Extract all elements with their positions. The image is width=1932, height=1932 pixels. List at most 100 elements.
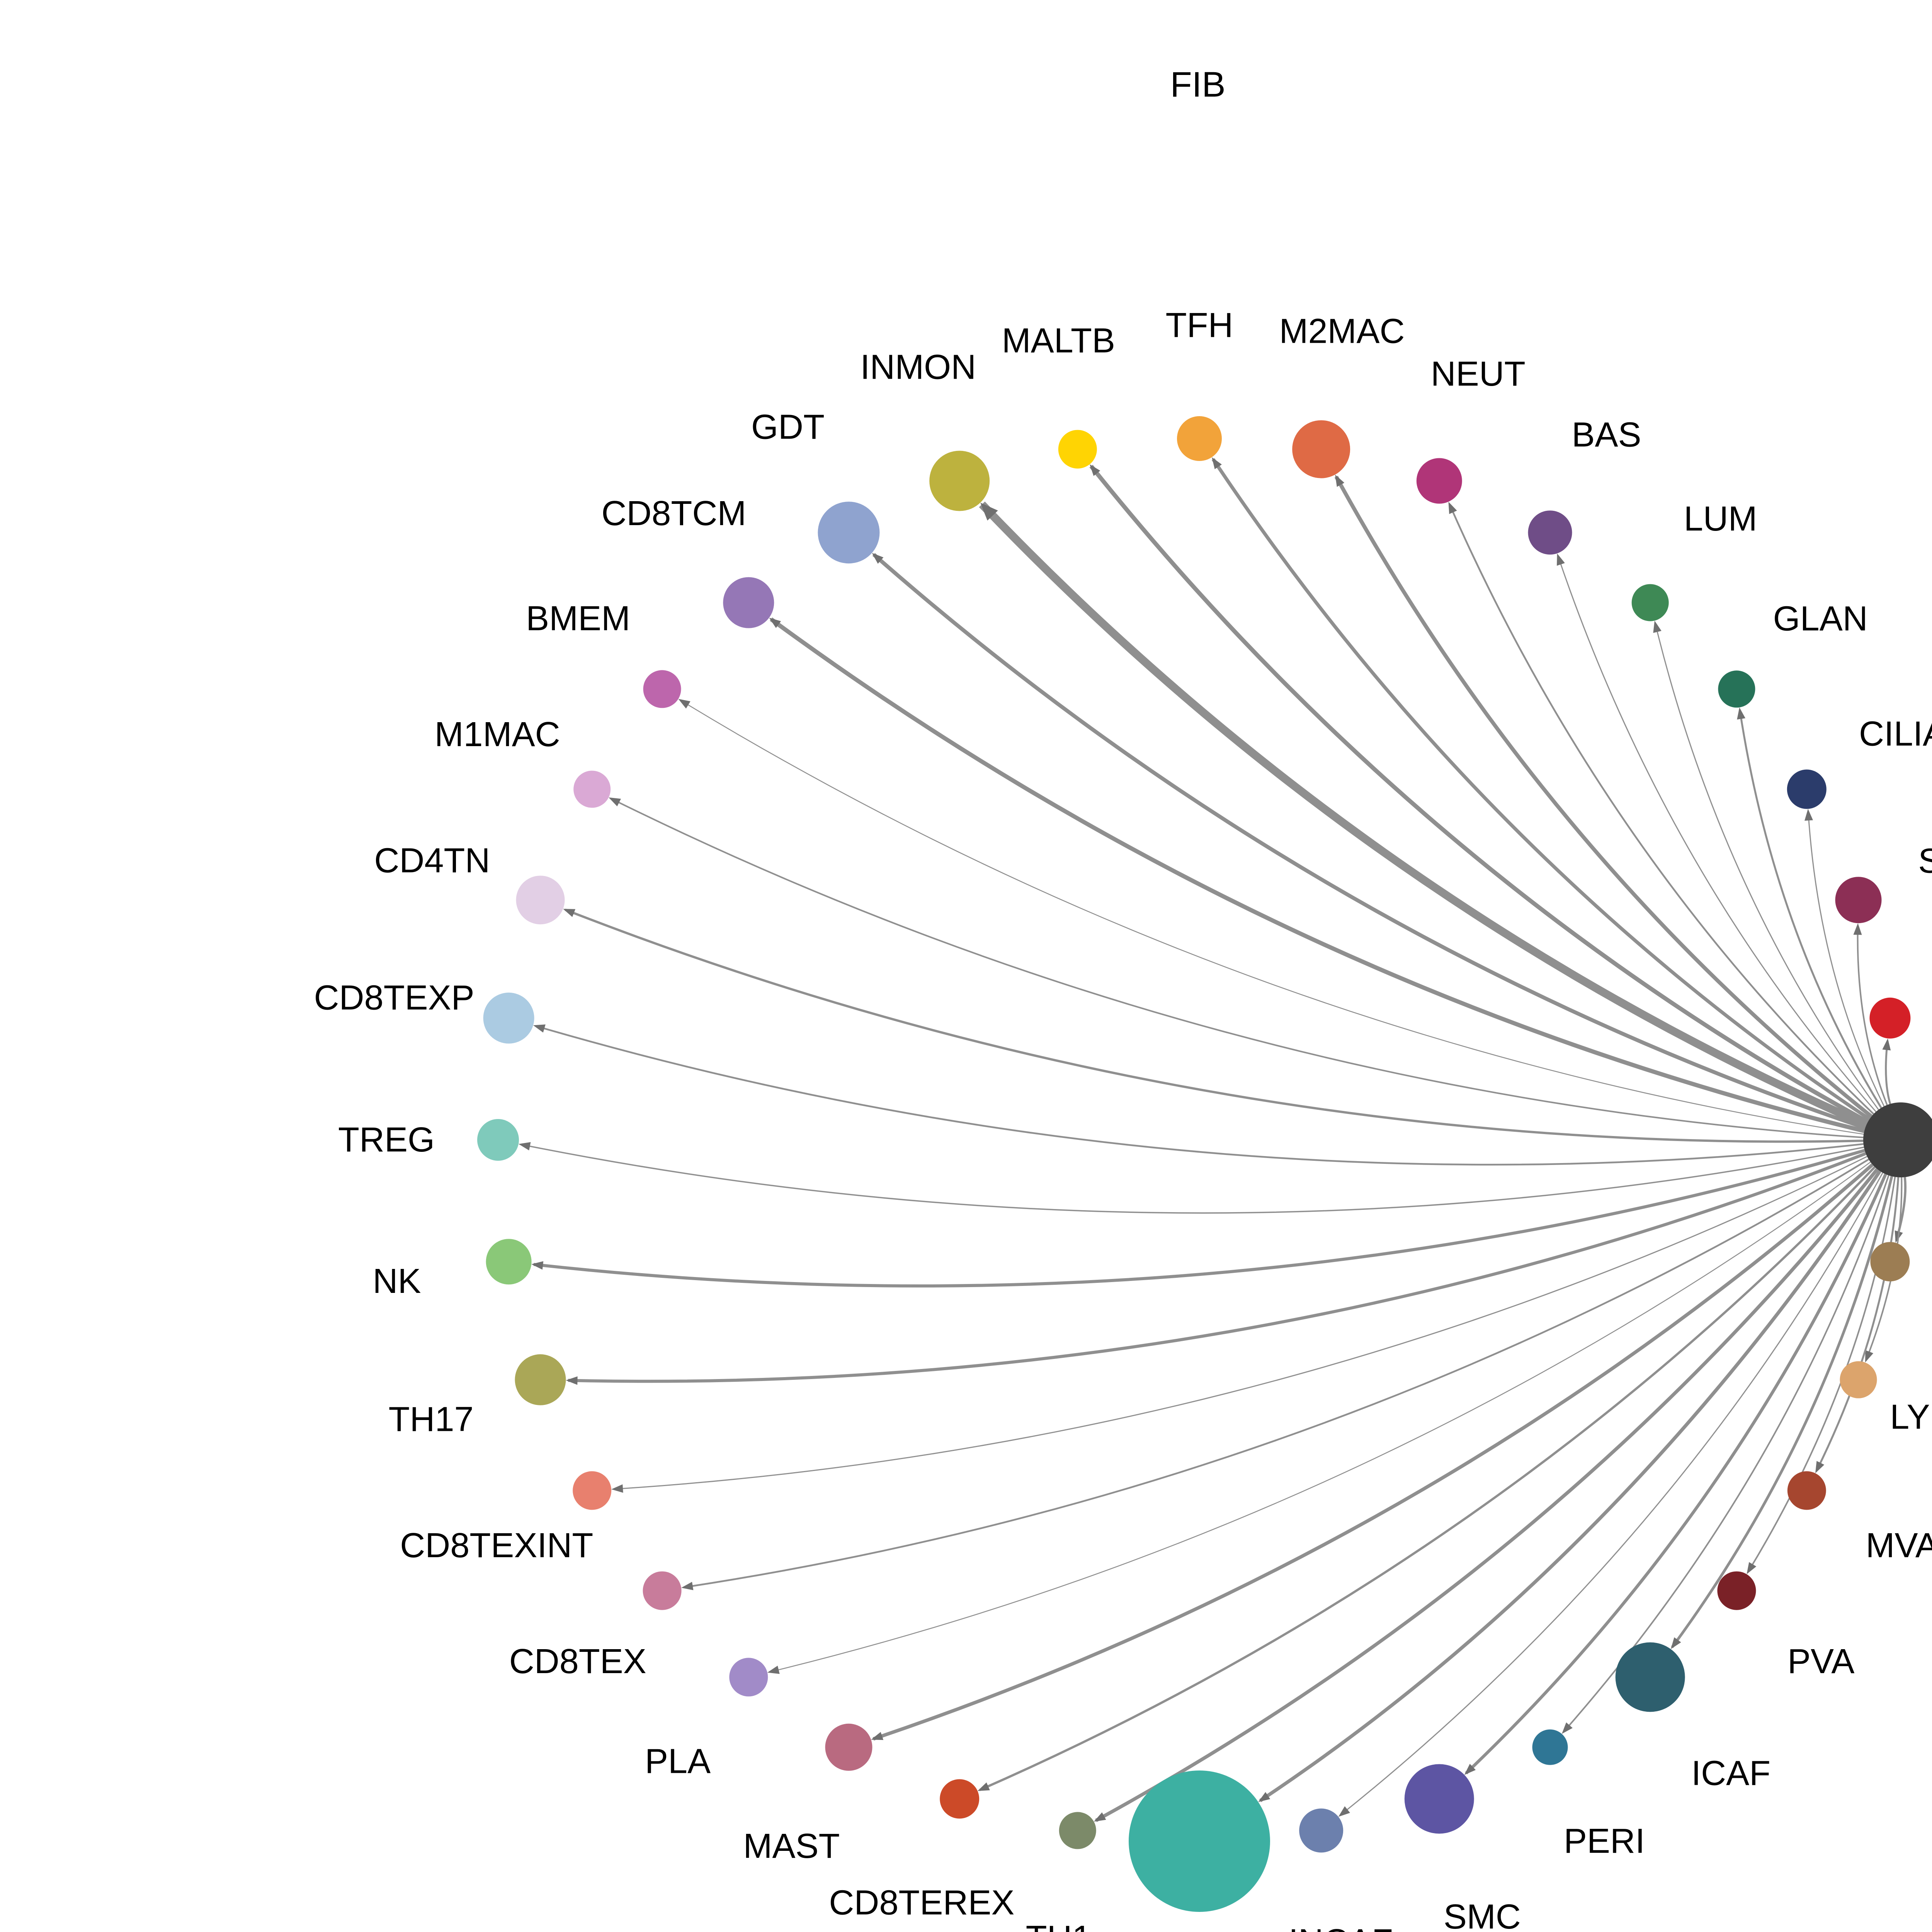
edge-FIB-CD8TEFF [1258,1170,1881,1802]
label-MALTB: MALTB [1002,321,1115,360]
label-INCAF: INCAF [1289,1922,1393,1932]
edge-FIB-PLA [767,1162,1871,1674]
edge-line-TFH [1211,458,1871,1121]
label-PVA: PVA [1787,1642,1854,1681]
node-CD8TEXINT [573,1471,612,1510]
label-INMON: INMON [860,348,976,386]
node-MAST [825,1723,872,1771]
edge-arrow-INMON [980,502,998,521]
label-MVA: MVA [1866,1526,1932,1565]
edge-line-CD8TEFF [1259,1170,1881,1802]
edge-line-CD8TCM [770,617,1865,1133]
edge-FIB-TREG [519,1142,1864,1214]
edge-line-CD8TEX [683,1158,1869,1588]
edge-FIB-CD8TEXINT [611,1156,1867,1493]
edge-FIB-NK [531,1149,1866,1288]
edge-FIB-TH1 [1094,1168,1879,1822]
node-STM [1869,997,1911,1039]
edge-FIB-BAS [1557,553,1877,1112]
label-TREG: TREG [338,1121,435,1159]
node-CD8TCM [723,577,774,628]
edge-arrow-LUM [1653,621,1662,633]
labels-layer: FIBMYOFIBLYMENDMVAPVAICAFPERISMCINCAFCD8… [314,306,1932,1932]
edge-line-TREG [520,1144,1864,1214]
edge-line-NEUT [1448,503,1874,1115]
edge-line-CD8TEXINT [613,1156,1867,1490]
edge-FIB-CD8TEREX [977,1166,1876,1791]
node-GDT [818,502,880,564]
label-M1MAC: M1MAC [435,715,560,754]
node-TH17 [515,1354,566,1405]
edge-FIB-CD8TEXP [533,1024,1864,1166]
edge-arrow-INCAF [1338,1806,1350,1817]
node-TH1 [1059,1812,1096,1849]
edge-line-SMC [1465,1173,1887,1775]
edge-FIB-CD8TEX [681,1158,1869,1590]
node-PERI [1532,1729,1568,1765]
edge-arrow-GLAN [1737,707,1745,720]
plot-title: FIB [1170,65,1225,104]
node-MVA [1787,1471,1826,1510]
edge-arrow-GDT [872,553,884,564]
edge-line-SURF [1857,925,1888,1105]
label-CD8TEREX: CD8TEREX [829,1883,1014,1922]
node-LYMEND [1840,1361,1877,1398]
edge-arrow-MAST [871,1732,884,1740]
node-SMC [1404,1764,1474,1834]
node-CD8TEFF [1129,1770,1270,1912]
edge-line-MAST [872,1163,1874,1741]
edge-FIB-TH17 [566,1152,1867,1385]
edge-arrow-CD8TEREX [977,1782,990,1791]
label-CILIA: CILIA [1859,715,1932,753]
edge-arrow-BMEM [678,699,690,709]
edge-FIB-LUM [1653,621,1879,1110]
node-NEUT [1416,458,1462,504]
edge-line-CD8TEREX [979,1166,1876,1791]
edge-FIB-MVA [1815,1177,1900,1473]
edge-FIB-CILIA [1804,809,1885,1107]
label-M2MAC: M2MAC [1279,312,1405,350]
label-GLAN: GLAN [1773,599,1868,638]
edge-arrow-SMC [1464,1764,1476,1775]
edge-line-TH17 [568,1152,1867,1383]
edge-arrow-MALTB [1090,464,1100,476]
edge-arrow-CD8TCM [769,617,781,628]
label-TH1: TH1 [1026,1919,1092,1932]
node-LUM [1631,584,1669,621]
node-TREG [477,1119,519,1161]
edge-line-MALTB [1089,464,1869,1124]
node-MALTB [1058,430,1097,469]
edge-line-GLAN [1739,709,1882,1109]
edge-arrow-PLA [767,1665,780,1674]
node-CILIA [1787,769,1827,809]
edge-arrow-M1MAC [609,797,621,806]
node-M2MAC [1292,420,1350,478]
edge-FIB-M1MAC [609,797,1864,1138]
edge-arrow-BAS [1557,553,1565,566]
label-CD8TEX: CD8TEX [509,1642,646,1681]
label-CD8TEXINT: CD8TEXINT [400,1526,593,1565]
edge-FIB-M2MAC [1334,474,1873,1118]
edge-line-CILIA [1808,811,1885,1107]
edge-line-BMEM [680,699,1864,1135]
edge-FIB-BMEM [678,699,1864,1135]
label-PERI: PERI [1564,1822,1645,1861]
node-TFH [1177,416,1222,461]
label-LUM: LUM [1684,500,1757,538]
label-NK: NK [372,1262,421,1301]
edge-arrow-CD4TN [563,909,576,917]
label-SURF: SURF [1918,842,1932,880]
label-LYMEND: LYMEND [1890,1398,1932,1437]
edge-FIB-SMC [1464,1173,1887,1775]
edge-line-M1MAC [610,798,1864,1138]
edge-line-INCAF [1340,1172,1883,1816]
edge-FIB-INCAF [1338,1172,1883,1817]
node-INMON [929,451,990,511]
edge-FIB-CD8TCM [769,617,1865,1133]
node-BAS [1528,510,1572,555]
node-SURF [1835,877,1882,923]
label-CD8TEXP: CD8TEXP [314,979,474,1017]
node-NK [486,1239,532,1285]
edge-arrow-MVA [1815,1461,1825,1473]
edge-line-ICAF [1671,1176,1893,1648]
